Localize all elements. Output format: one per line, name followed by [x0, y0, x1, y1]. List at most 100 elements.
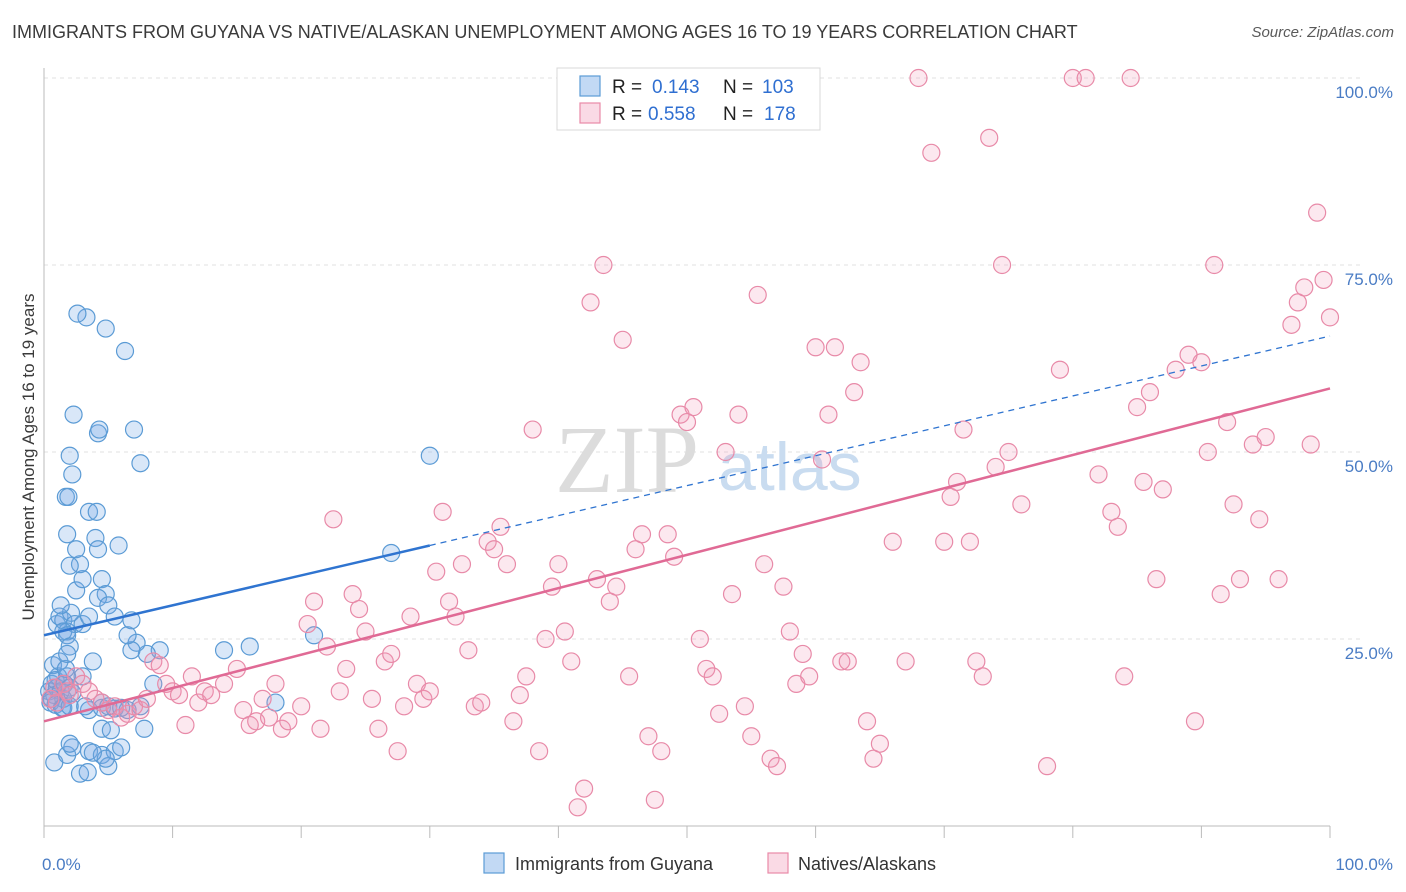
point-natives	[337, 659, 356, 679]
point-guyana	[96, 319, 115, 338]
stats-legend: R = 0.143 N = 103 R = 0.558 N = 178	[556, 67, 821, 131]
point-natives	[748, 285, 767, 305]
point-natives	[1301, 435, 1320, 454]
point-guyana	[67, 540, 86, 559]
point-guyana	[78, 763, 97, 782]
point-natives	[652, 742, 671, 761]
point-natives	[472, 693, 491, 712]
point-natives	[202, 685, 221, 705]
point-natives	[311, 719, 330, 738]
legend-r-label-blue: R =	[612, 77, 642, 98]
point-natives	[729, 405, 748, 424]
point-natives	[1012, 495, 1031, 514]
point-natives	[131, 700, 150, 720]
point-natives	[1211, 585, 1230, 604]
point-natives	[845, 383, 864, 402]
point-natives	[851, 353, 870, 372]
point-natives	[1166, 360, 1185, 379]
point-natives	[459, 641, 478, 660]
legend-r-value-pink: 0.558	[648, 104, 696, 125]
point-natives	[896, 652, 915, 671]
point-natives	[324, 510, 343, 529]
point-natives	[954, 420, 973, 439]
point-natives	[452, 555, 472, 574]
point-natives	[935, 532, 954, 551]
point-natives	[349, 599, 369, 619]
point-guyana	[101, 721, 120, 740]
point-guyana	[63, 465, 82, 484]
legend-swatch-pink	[579, 102, 601, 124]
point-natives	[819, 405, 838, 424]
point-natives	[549, 555, 568, 574]
point-guyana	[109, 536, 128, 555]
point-guyana	[304, 626, 324, 645]
point-natives	[973, 667, 992, 686]
point-natives	[1121, 68, 1140, 88]
point-natives	[536, 629, 555, 649]
point-natives	[1153, 480, 1172, 499]
point-guyana	[99, 596, 118, 615]
point-natives	[1115, 667, 1134, 686]
series-legend-swatch-natives	[767, 852, 789, 874]
point-natives	[375, 652, 394, 671]
axes	[43, 68, 1331, 838]
point-natives	[523, 420, 542, 439]
point-natives	[626, 540, 645, 559]
point-natives	[581, 293, 600, 312]
point-natives	[1037, 757, 1057, 776]
point-guyana	[112, 738, 131, 757]
point-guyana	[88, 588, 108, 607]
point-natives	[870, 734, 890, 753]
point-natives	[722, 585, 742, 604]
watermark: ZIP atlas	[555, 406, 862, 513]
point-natives	[735, 697, 754, 716]
stats-legend-box	[556, 67, 821, 131]
point-guyana	[60, 556, 79, 575]
point-natives	[497, 555, 517, 574]
point-natives	[79, 682, 99, 701]
point-natives	[67, 667, 86, 686]
point-guyana	[83, 743, 102, 762]
trend-line-natives	[43, 387, 1331, 723]
point-natives	[369, 719, 388, 738]
y-axis-label: Unemployment Among Ages 16 to 19 years	[19, 294, 38, 621]
point-natives	[555, 622, 574, 641]
point-natives	[510, 685, 529, 705]
point-guyana	[115, 341, 135, 361]
x-tick-label: 0.0%	[42, 855, 81, 874]
point-natives	[394, 697, 414, 716]
point-natives	[1218, 412, 1237, 432]
y-tick-label: 100.0%	[1335, 83, 1393, 102]
watermark-atlas: atlas	[718, 429, 862, 505]
point-natives	[716, 442, 735, 462]
point-guyana	[73, 570, 92, 589]
point-guyana	[60, 734, 79, 753]
point-natives	[362, 689, 382, 708]
point-natives	[1224, 495, 1243, 514]
point-natives	[838, 652, 857, 671]
point-natives	[909, 68, 928, 88]
point-guyana	[67, 581, 86, 600]
legend-n-value-pink: 178	[764, 104, 796, 125]
point-natives	[755, 555, 774, 574]
point-natives	[420, 682, 439, 701]
chart-source: Source: ZipAtlas.com	[1251, 24, 1394, 41]
point-natives	[1076, 68, 1095, 88]
point-natives	[883, 532, 902, 551]
point-natives	[1185, 712, 1205, 731]
point-natives	[613, 330, 632, 349]
point-guyana	[131, 454, 150, 473]
point-guyana	[92, 719, 111, 738]
watermark-zip: ZIP	[555, 406, 699, 513]
point-natives	[980, 128, 999, 147]
point-natives	[1127, 398, 1147, 417]
point-natives	[1134, 472, 1153, 492]
legend-swatch-blue	[579, 75, 601, 97]
point-guyana	[87, 502, 106, 521]
point-guyana	[86, 528, 105, 548]
point-guyana	[73, 667, 92, 686]
point-guyana	[58, 525, 77, 544]
point-natives	[1295, 278, 1314, 297]
point-natives	[697, 659, 716, 679]
point-natives	[677, 412, 697, 432]
